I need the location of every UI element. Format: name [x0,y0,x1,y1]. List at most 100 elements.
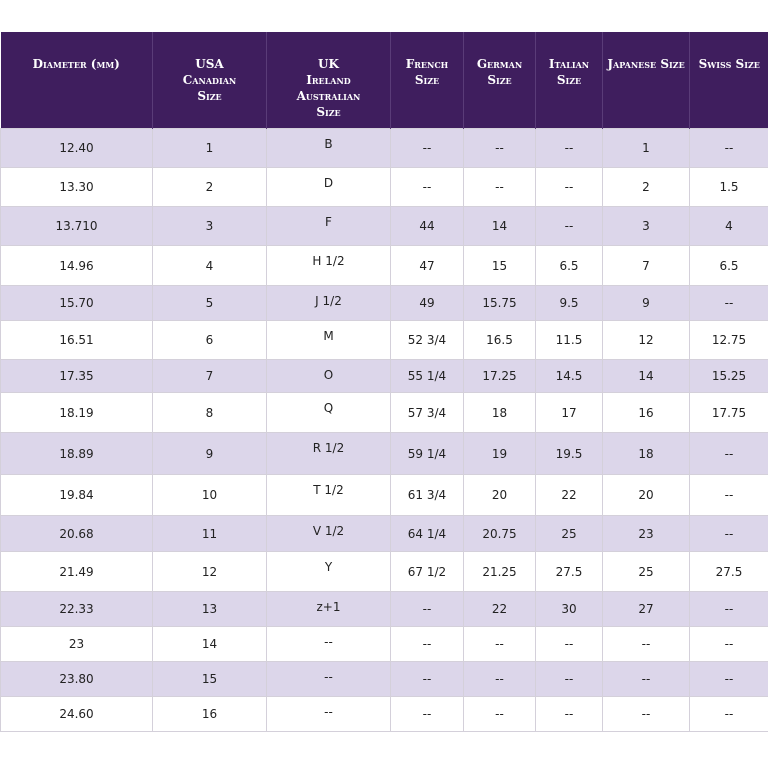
table-cell: 15.25 [689,359,768,393]
table-cell: 15.75 [463,285,536,321]
table-cell: 30 [535,591,603,627]
table-cell: 13.710 [0,206,153,246]
table-cell: 11.5 [535,320,603,360]
table-cell: -- [689,515,768,552]
table-cell: 2 [602,167,690,207]
table-cell: -- [390,661,464,697]
table-cell: -- [689,696,768,732]
header-diameter: Diameter (mm) [0,32,153,129]
table-cell: 16.51 [0,320,153,360]
table-cell: 16 [152,696,267,732]
table-cell: z+1 [266,591,391,627]
table-row: 24.60 16 -- -- -- -- -- -- [0,696,768,732]
table-cell: -- [463,661,536,697]
table-cell: F [266,206,391,246]
table-cell: 14 [602,359,690,393]
table-row: 18.19 8 Q 57 3/4 18 17 16 17.75 [0,392,768,433]
table-cell: J 1/2 [266,285,391,321]
table-cell: 7 [602,245,690,286]
table-cell: 14.5 [535,359,603,393]
table-cell: -- [689,626,768,662]
table-cell: 12 [152,551,267,592]
table-cell: 23 [0,626,153,662]
table-cell: -- [463,167,536,207]
header-label-line: Australian [296,89,361,103]
header-label-line: Size [316,105,341,119]
table-cell: -- [390,591,464,627]
table-cell: -- [463,626,536,662]
table-cell: 11 [152,515,267,552]
table-cell: D [266,167,391,207]
table-cell: 2 [152,167,267,207]
header-label-line: Ireland [306,73,351,87]
table-cell: -- [602,626,690,662]
table-cell: 22 [535,474,603,516]
table-cell: -- [390,128,464,168]
table-cell: 20.68 [0,515,153,552]
header-german: German Size [463,32,536,129]
table-cell: -- [390,626,464,662]
table-cell: 49 [390,285,464,321]
table-cell: 18 [602,432,690,475]
header-usa-canadian: USA Canadian Size [152,32,267,129]
table-cell: 13.30 [0,167,153,207]
table-row: 18.89 9 R 1/2 59 1/4 19 19.5 18 -- [0,432,768,475]
table-cell: -- [535,626,603,662]
table-cell: 20.75 [463,515,536,552]
table-cell: 14 [463,206,536,246]
table-cell: 23.80 [0,661,153,697]
table-cell: 17.75 [689,392,768,433]
table-cell: 4 [152,245,267,286]
table-cell: -- [689,128,768,168]
table-cell: -- [266,626,391,662]
table-row: 19.84 10 T 1/2 61 3/4 20 22 20 -- [0,474,768,516]
table-cell: 6 [152,320,267,360]
table-cell: 16.5 [463,320,536,360]
table-cell: 19.84 [0,474,153,516]
header-label-line: Size [487,73,512,87]
table-cell: 1 [152,128,267,168]
table-cell: -- [535,696,603,732]
table-cell: 1 [602,128,690,168]
table-row: 13.30 2 D -- -- -- 2 1.5 [0,167,768,207]
table-cell: 23 [602,515,690,552]
table-cell: M [266,320,391,360]
header-italian: Italian Size [535,32,603,129]
header-label-line: Japanese Size [607,57,685,71]
header-label-line: German [476,57,523,71]
table-cell: -- [463,128,536,168]
table-cell: 67 1/2 [390,551,464,592]
table-cell: 22.33 [0,591,153,627]
table-cell: -- [266,696,391,732]
table-cell: 15.70 [0,285,153,321]
table-cell: -- [535,128,603,168]
header-label-line: Diameter (mm) [32,57,120,71]
table-cell: -- [689,591,768,627]
table-cell: 25 [602,551,690,592]
table-cell: -- [689,432,768,475]
header-label-line: Italian [548,57,590,71]
table-cell: 61 3/4 [390,474,464,516]
table-cell: 27.5 [535,551,603,592]
table-cell: 18 [463,392,536,433]
table-cell: 7 [152,359,267,393]
table-cell: O [266,359,391,393]
table-cell: 16 [602,392,690,433]
table-cell: 64 1/4 [390,515,464,552]
table-row: 15.70 5 J 1/2 49 15.75 9.5 9 -- [0,285,768,321]
table-cell: -- [689,285,768,321]
table-cell: 52 3/4 [390,320,464,360]
header-label-line: French [405,57,449,71]
table-cell: 21.25 [463,551,536,592]
header-label-line: USA [195,57,224,71]
table-cell: 3 [152,206,267,246]
table-row: 22.33 13 z+1 -- 22 30 27 -- [0,591,768,627]
table-cell: -- [602,696,690,732]
table-cell: 27 [602,591,690,627]
table-body: 12.40 1 B -- -- -- 1 -- 13.30 2 D -- -- -- 2 1.5 13.710 3… [0,128,768,732]
table-cell: 14 [152,626,267,662]
header-label-line: Swiss Size [698,57,760,71]
header-label-line: Size [197,89,222,103]
table-cell: 17.35 [0,359,153,393]
table-row: 17.35 7 O 55 1/4 17.25 14.5 14 15.25 [0,359,768,393]
